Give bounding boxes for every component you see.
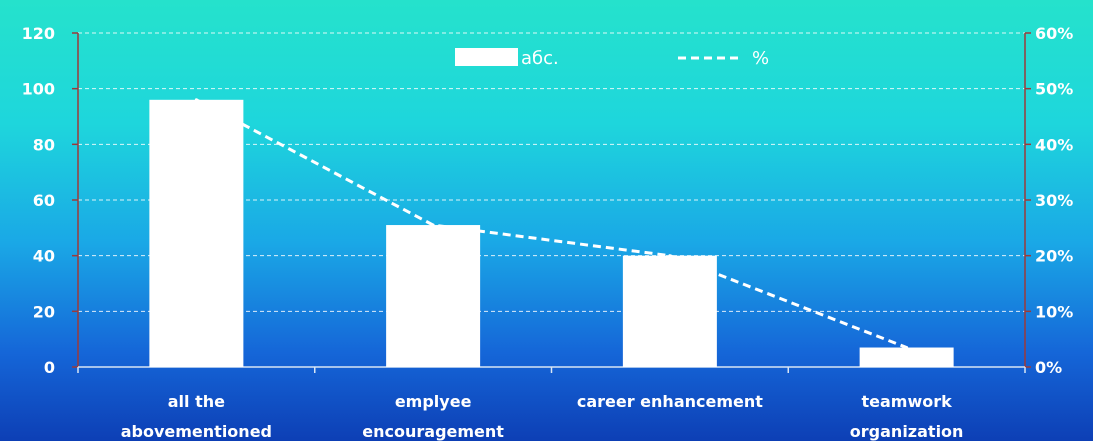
left-axis-tick-label: 0: [44, 358, 55, 377]
percent-point: [905, 346, 909, 350]
bar-layer: [149, 99, 954, 368]
right-axis-tick-label: 40%: [1035, 135, 1073, 154]
right-axis-tick-label: 50%: [1035, 80, 1073, 99]
label-layer: 0 20 40 60 80 100 120 0% 10% 20% 30% 40% 50% 60% all t…: [22, 24, 1074, 441]
left-axis-tick-label: 60: [33, 191, 55, 210]
right-axis-tick-label: 10%: [1035, 302, 1073, 321]
bar: [859, 347, 954, 367]
right-axis-tick-label: 60%: [1035, 24, 1073, 43]
bar: [386, 225, 481, 367]
legend-bar-label: абс.: [521, 48, 559, 69]
left-axis-tick-label: 120: [22, 24, 55, 43]
legend: абс. %: [455, 48, 769, 69]
right-axis-tick-label: 30%: [1035, 191, 1073, 210]
category-label: career enhancement: [577, 392, 763, 411]
legend-bar-swatch: [455, 48, 518, 66]
category-label: all the abovementioned: [121, 392, 272, 441]
percent-point: [668, 254, 672, 258]
right-axis-tick-label: 0%: [1035, 358, 1062, 377]
left-axis-tick-label: 40: [33, 247, 55, 266]
percent-point: [194, 98, 198, 102]
category-label: emplyee encouragement: [362, 392, 504, 441]
bar: [622, 255, 717, 367]
legend-line-label: %: [752, 48, 769, 69]
bar: [149, 99, 244, 368]
category-label: teamwork organization: [850, 392, 964, 441]
left-axis-tick-label: 100: [22, 80, 55, 99]
percent-point: [431, 223, 435, 227]
left-axis-tick-label: 80: [33, 135, 55, 154]
left-axis-tick-label: 20: [33, 302, 55, 321]
right-axis-tick-label: 20%: [1035, 247, 1073, 266]
line-layer: [194, 98, 909, 350]
percent-line: [195, 98, 908, 349]
